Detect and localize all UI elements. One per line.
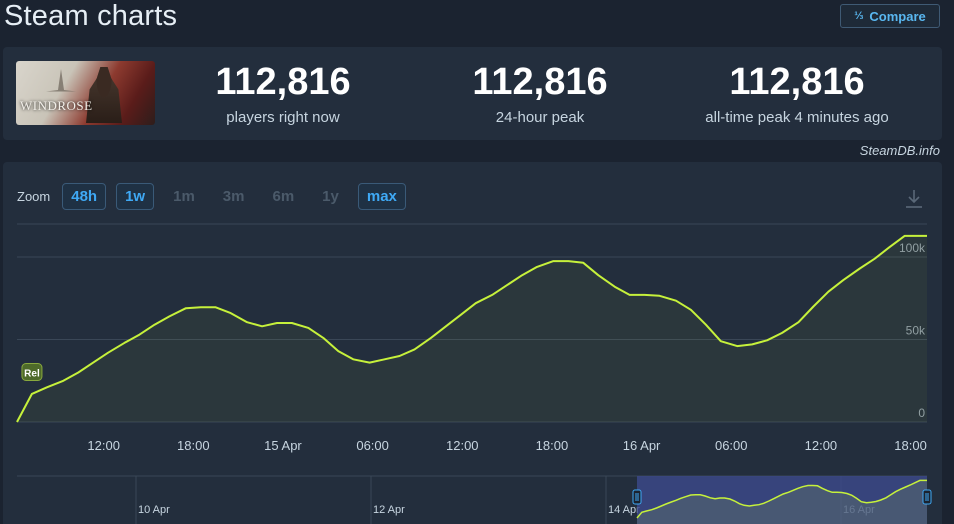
steamdb-credit[interactable]: SteamDB.info bbox=[859, 143, 940, 158]
zoom-1y-button[interactable]: 1y bbox=[322, 187, 339, 205]
x-tick-label: 06:00 bbox=[715, 438, 748, 453]
navigator-date-label: 12 Apr bbox=[373, 504, 405, 516]
stat-24h-peak: 112,816 24-hour peak bbox=[410, 61, 670, 126]
x-tick-label: 06:00 bbox=[356, 438, 389, 453]
download-icon[interactable] bbox=[904, 188, 924, 210]
x-tick-label: 16 Apr bbox=[623, 438, 661, 453]
navigator-series-area bbox=[637, 480, 927, 524]
pirate-figure-graphic bbox=[86, 67, 122, 123]
stat-value: 112,816 bbox=[472, 61, 608, 103]
chart-panel: 0 50k 100k 12:00 18:00 15 Apr 06:00 12:00 18:00 1… bbox=[3, 162, 942, 524]
zoom-1w-button[interactable]: 1w bbox=[116, 182, 155, 210]
release-flag-label: Rel bbox=[24, 369, 40, 380]
stat-label: players right now bbox=[226, 109, 340, 126]
series-area bbox=[17, 235, 927, 422]
zoom-label: Zoom bbox=[17, 188, 51, 204]
stat-label: all-time peak 4 minutes ago bbox=[705, 109, 889, 126]
compare-button[interactable]: ⅓ Compare bbox=[840, 4, 940, 28]
zoom-48h-button[interactable]: 48h bbox=[62, 182, 107, 210]
y-tick-label: 100k bbox=[899, 241, 926, 255]
y-tick-label: 0 bbox=[918, 406, 925, 420]
navigator-date-label: 14 Apr bbox=[608, 504, 640, 516]
player-count-chart[interactable]: 0 50k 100k 12:00 18:00 15 Apr 06:00 12:00 18:00 1… bbox=[3, 162, 942, 524]
stat-value: 112,816 bbox=[215, 61, 351, 103]
game-capsule-image[interactable]: WINDROSE bbox=[16, 61, 155, 125]
ship-graphic bbox=[46, 69, 76, 92]
x-tick-label: 12:00 bbox=[805, 438, 838, 453]
navigator-series-line bbox=[636, 479, 927, 519]
navigator-left-handle[interactable] bbox=[632, 489, 642, 505]
navigator-date-label: 10 Apr bbox=[138, 504, 170, 516]
navigator-right-handle[interactable] bbox=[922, 489, 932, 505]
sort-fraction-icon: ⅓ bbox=[854, 9, 864, 22]
x-tick-label: 12:00 bbox=[87, 438, 120, 453]
compare-button-label: Compare bbox=[869, 8, 926, 24]
y-tick-label: 50k bbox=[906, 324, 926, 338]
x-tick-label: 15 Apr bbox=[264, 438, 302, 453]
zoom-6m-button[interactable]: 6m bbox=[272, 187, 295, 205]
zoom-max-button[interactable]: max bbox=[357, 182, 406, 210]
release-flag bbox=[21, 363, 43, 381]
stat-players-now: 112,816 players right now bbox=[153, 61, 413, 126]
page-title: Steam charts bbox=[4, 0, 178, 32]
x-tick-label: 18:00 bbox=[536, 438, 569, 453]
x-tick-label: 18:00 bbox=[894, 438, 927, 453]
stat-label: 24-hour peak bbox=[495, 109, 585, 126]
stat-value: 112,816 bbox=[729, 61, 865, 103]
stat-all-time-peak: 112,816 all-time peak 4 minutes ago bbox=[667, 61, 927, 126]
zoom-bar: Zoom 48h 1w 1m 3m 6m 1y max bbox=[17, 182, 406, 210]
zoom-1m-button[interactable]: 1m bbox=[173, 187, 195, 205]
stats-panel: WINDROSE 112,816 players right now 112,8… bbox=[3, 47, 942, 140]
series-line bbox=[16, 234, 927, 423]
zoom-3m-button[interactable]: 3m bbox=[222, 187, 245, 205]
game-logo: WINDROSE bbox=[20, 98, 93, 113]
x-tick-label: 18:00 bbox=[177, 438, 210, 453]
x-tick-label: 12:00 bbox=[446, 438, 479, 453]
